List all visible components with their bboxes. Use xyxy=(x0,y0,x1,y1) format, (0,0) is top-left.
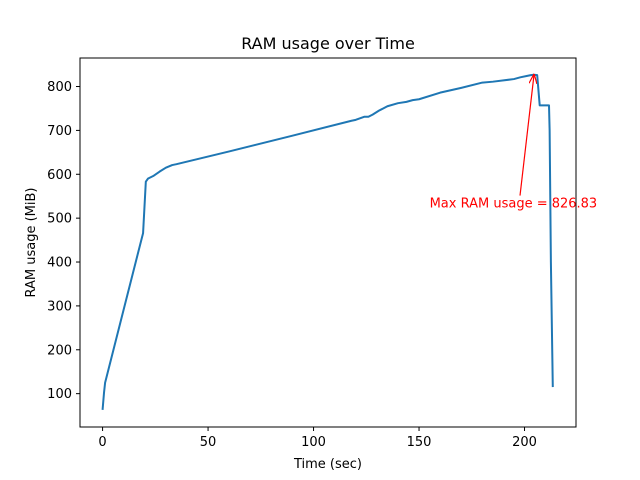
y-tick-label: 700 xyxy=(47,124,72,139)
y-tick-label: 300 xyxy=(47,299,72,314)
x-axis: 0 50 100 150 200 xyxy=(98,427,537,450)
max-annotation-label: Max RAM usage = 826.83 xyxy=(430,197,598,212)
x-tick-label: 50 xyxy=(200,435,217,450)
x-axis-title: Time (sec) xyxy=(293,457,362,472)
ram-usage-line xyxy=(101,73,554,410)
plot-frame xyxy=(79,57,577,428)
y-axis-title: RAM usage (MiB) xyxy=(24,188,39,298)
x-tick-label: 200 xyxy=(512,435,537,450)
chart-title: RAM usage over Time xyxy=(241,34,415,53)
max-annotation: Max RAM usage = 826.83 xyxy=(430,75,598,212)
max-annotation-arrow xyxy=(519,75,534,196)
x-tick-label: 150 xyxy=(407,435,432,450)
plot-area xyxy=(101,73,554,410)
y-tick-label: 100 xyxy=(47,387,72,402)
y-tick-label: 800 xyxy=(47,80,72,95)
y-tick-label: 500 xyxy=(47,212,72,227)
y-tick-label: 400 xyxy=(47,256,72,271)
y-tick-label: 600 xyxy=(47,168,72,183)
y-axis: 100 200 300 400 500 600 700 800 xyxy=(47,80,80,402)
x-tick-label: 100 xyxy=(301,435,326,450)
x-tick-label: 0 xyxy=(98,435,106,450)
y-tick-label: 200 xyxy=(47,343,72,358)
